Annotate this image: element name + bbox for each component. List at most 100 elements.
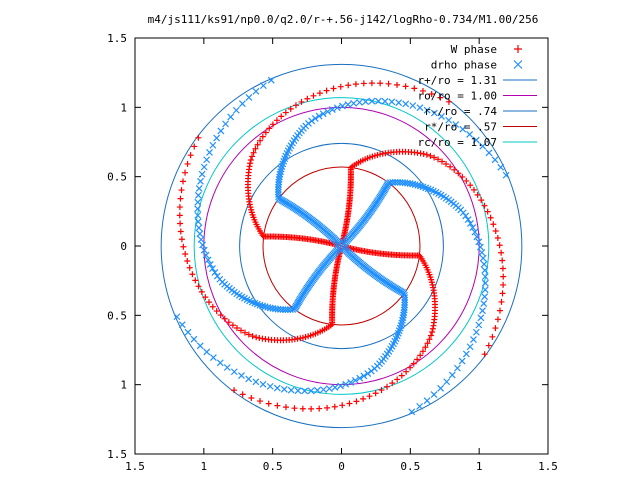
data-point bbox=[194, 218, 202, 226]
data-point bbox=[472, 328, 480, 336]
data-point bbox=[414, 356, 421, 363]
data-point bbox=[378, 387, 385, 394]
data-point bbox=[403, 368, 410, 375]
data-point bbox=[344, 101, 352, 109]
data-point bbox=[352, 81, 359, 88]
data-point bbox=[195, 224, 203, 232]
data-point bbox=[256, 335, 263, 342]
data-point bbox=[278, 113, 285, 120]
data-point bbox=[200, 246, 208, 254]
data-point bbox=[435, 156, 442, 163]
data-point bbox=[404, 179, 411, 187]
data-point bbox=[500, 273, 507, 280]
data-point bbox=[451, 166, 458, 173]
data-point bbox=[266, 304, 274, 312]
data-point bbox=[209, 354, 217, 362]
data-point bbox=[497, 163, 505, 171]
data-point bbox=[202, 294, 209, 301]
data-point bbox=[416, 104, 424, 112]
data-point bbox=[417, 352, 424, 359]
data-point bbox=[184, 258, 191, 265]
data-point bbox=[437, 94, 444, 101]
data-point bbox=[347, 378, 355, 386]
data-point bbox=[245, 331, 252, 338]
data-point bbox=[194, 211, 202, 219]
data-point bbox=[276, 173, 283, 181]
data-point bbox=[374, 151, 381, 158]
data-point bbox=[233, 325, 240, 332]
data-point bbox=[394, 376, 401, 383]
data-point bbox=[474, 191, 481, 198]
data-point bbox=[257, 398, 264, 405]
data-point bbox=[374, 97, 382, 105]
data-point bbox=[498, 298, 505, 305]
data-point bbox=[485, 149, 493, 157]
x-tick-label-3: 0 bbox=[338, 460, 345, 473]
legend-label-3: ro/ro = 1.00 bbox=[418, 90, 497, 103]
data-point bbox=[245, 93, 253, 101]
data-point bbox=[178, 187, 185, 194]
data-point bbox=[452, 121, 460, 128]
axis-ticks: 1.5 1 0.5 0 0.5 1 1.51.510.500.511.5 bbox=[107, 32, 558, 473]
data-point bbox=[422, 344, 429, 351]
data-point bbox=[292, 102, 299, 109]
data-point bbox=[191, 143, 198, 150]
data-point bbox=[266, 125, 273, 132]
data-point bbox=[177, 228, 184, 235]
data-point bbox=[187, 152, 194, 159]
data-point bbox=[476, 243, 484, 251]
data-point bbox=[194, 198, 202, 206]
data-point bbox=[337, 382, 344, 390]
data-point bbox=[458, 357, 466, 365]
data-point bbox=[448, 371, 456, 379]
data-point bbox=[259, 380, 267, 388]
data-point bbox=[257, 137, 264, 144]
data-point bbox=[273, 384, 281, 392]
data-point bbox=[419, 87, 426, 94]
data-point bbox=[454, 364, 461, 372]
data-point bbox=[438, 158, 445, 165]
data-point bbox=[502, 171, 510, 179]
data-point bbox=[308, 117, 316, 125]
data-point bbox=[197, 236, 205, 243]
data-point bbox=[304, 95, 311, 102]
data-point bbox=[274, 188, 282, 196]
chart-title: m4/js111/ks91/np0.0/q2.0/r-+.56-j142/log… bbox=[148, 13, 539, 26]
y-tick-label-6: 1.5 bbox=[107, 448, 127, 461]
circle-4 bbox=[193, 97, 490, 395]
legend-label-1: drho phase bbox=[431, 59, 497, 72]
data-point bbox=[394, 81, 401, 88]
data-point bbox=[356, 374, 364, 382]
data-point bbox=[254, 141, 261, 148]
y-tick-label-1: 1 bbox=[120, 101, 127, 114]
circle-0 bbox=[160, 63, 523, 429]
data-point bbox=[459, 173, 466, 180]
data-point bbox=[192, 277, 199, 284]
data-point bbox=[316, 90, 323, 97]
data-point bbox=[402, 83, 409, 90]
legend-label-0: W phase bbox=[451, 43, 497, 56]
data-point bbox=[351, 376, 359, 384]
data-point bbox=[247, 160, 254, 167]
data-point bbox=[462, 212, 470, 220]
data-point bbox=[203, 156, 211, 164]
data-point bbox=[462, 350, 470, 358]
data-point bbox=[232, 106, 240, 114]
data-point bbox=[267, 76, 275, 84]
data-point bbox=[324, 404, 331, 411]
data-point bbox=[406, 180, 414, 187]
data-point bbox=[481, 286, 489, 294]
data-point bbox=[262, 129, 269, 136]
data-point bbox=[479, 254, 487, 262]
data-point bbox=[223, 364, 231, 371]
data-point bbox=[367, 367, 375, 375]
data-point bbox=[464, 216, 472, 223]
data-point bbox=[424, 340, 431, 347]
data-point bbox=[490, 221, 497, 228]
data-point bbox=[249, 333, 256, 340]
data-point bbox=[470, 186, 477, 193]
data-point bbox=[298, 98, 305, 105]
y-tick-label-2: 0.5 bbox=[107, 171, 127, 184]
data-point bbox=[259, 133, 266, 140]
data-point bbox=[206, 299, 213, 306]
